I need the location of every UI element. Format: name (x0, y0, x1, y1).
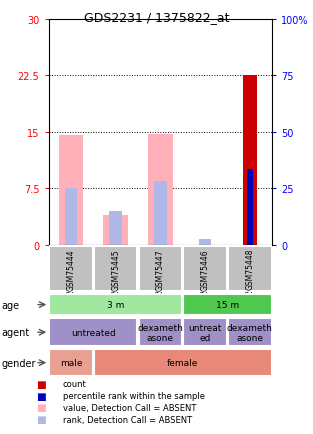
Bar (103, 215, 128, 245)
Text: gender: gender (2, 358, 36, 368)
Bar (49, 294, 182, 316)
Text: 3 m: 3 m (107, 300, 124, 309)
Text: GSM75447: GSM75447 (156, 248, 165, 290)
Text: ■: ■ (36, 403, 46, 412)
Text: agent: agent (2, 328, 30, 337)
Bar (139, 319, 182, 346)
Bar (243, 76, 257, 245)
Bar (109, 211, 122, 245)
Text: age: age (2, 300, 20, 310)
Text: rank, Detection Call = ABSENT: rank, Detection Call = ABSENT (63, 415, 192, 424)
Bar (183, 294, 272, 316)
Text: percentile rank within the sample: percentile rank within the sample (63, 391, 205, 400)
Bar (94, 349, 272, 376)
Bar (154, 181, 167, 245)
Text: untreat
ed: untreat ed (188, 323, 222, 342)
Text: dexameth
asone: dexameth asone (137, 323, 183, 342)
Bar (139, 247, 182, 292)
Bar (247, 170, 253, 245)
Text: male: male (60, 358, 82, 367)
Text: count: count (63, 380, 86, 388)
Text: GDS2231 / 1375822_at: GDS2231 / 1375822_at (84, 11, 229, 24)
Text: ■: ■ (36, 391, 46, 401)
Text: GSM75444: GSM75444 (66, 248, 75, 290)
Bar (59, 136, 83, 245)
Text: ■: ■ (36, 414, 46, 424)
Bar (148, 135, 173, 245)
Bar (228, 319, 272, 346)
Text: untreated: untreated (71, 328, 115, 337)
Text: 15 m: 15 m (216, 300, 239, 309)
Bar (94, 247, 137, 292)
Bar (228, 247, 272, 292)
Text: GSM75448: GSM75448 (245, 248, 254, 290)
Bar (199, 240, 212, 245)
Bar (183, 247, 227, 292)
Text: value, Detection Call = ABSENT: value, Detection Call = ABSENT (63, 403, 196, 412)
Bar (49, 349, 93, 376)
Bar (64, 189, 77, 245)
Text: dexameth
asone: dexameth asone (227, 323, 273, 342)
Text: GSM75445: GSM75445 (111, 248, 120, 290)
Text: ■: ■ (36, 379, 46, 389)
Text: female: female (167, 358, 198, 367)
Bar (49, 247, 93, 292)
Bar (183, 319, 227, 346)
Text: GSM75446: GSM75446 (201, 248, 210, 290)
Bar (49, 319, 137, 346)
